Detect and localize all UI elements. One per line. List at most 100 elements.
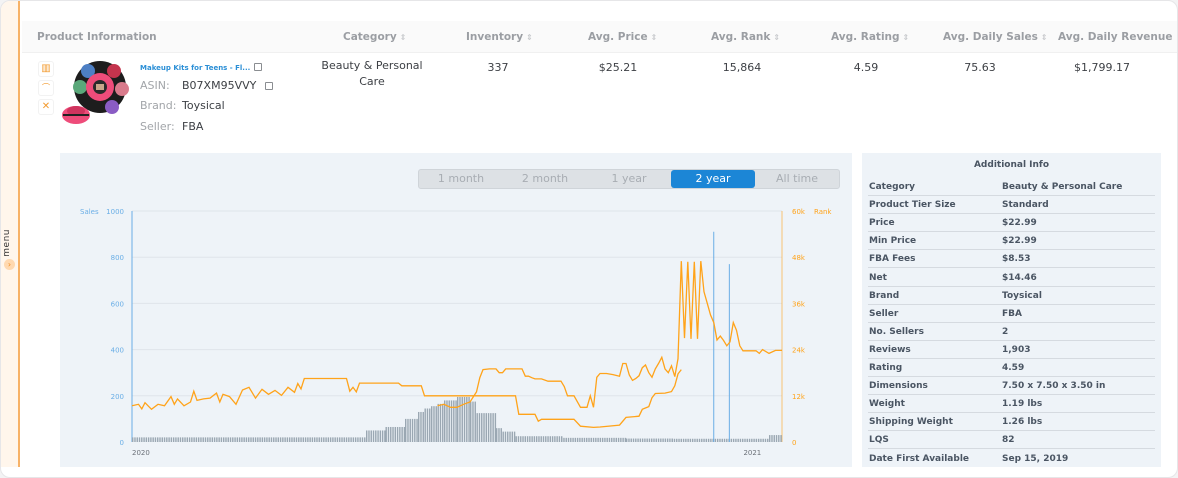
info-key: Dimensions	[869, 381, 928, 392]
bar-chart-icon[interactable]: ▥	[38, 61, 54, 77]
info-key: Weight	[869, 399, 905, 410]
range-1-year[interactable]: 1 year	[611, 172, 647, 185]
col-avg-rank[interactable]: Avg. Rank ⇕	[711, 31, 781, 43]
info-row: LQS 82	[868, 431, 1155, 450]
range-1-month[interactable]: 1 month	[437, 172, 485, 185]
info-value: $22.99	[1002, 236, 1037, 247]
sort-icon[interactable]: ⇕	[773, 33, 781, 42]
table-row: ▥ ⌒ ✕ Makeup Kits for Teens - Fl... ASIN…	[22, 53, 1177, 151]
svg-text:12k: 12k	[792, 393, 806, 401]
svg-text:2020: 2020	[132, 449, 150, 457]
sort-icon[interactable]: ⇕	[1040, 33, 1048, 42]
cell-avg-daily-sales: 75.63	[964, 61, 996, 74]
svg-text:800: 800	[111, 254, 124, 262]
cell-avg-rank: 15,864	[722, 61, 762, 74]
info-row: Date First Available Sep 15, 2019	[868, 450, 1155, 468]
svg-text:1000: 1000	[106, 208, 124, 216]
svg-text:36k: 36k	[792, 300, 806, 308]
svg-text:0: 0	[120, 439, 124, 447]
sort-icon[interactable]: ⇕	[650, 33, 658, 42]
info-value: 4.59	[1002, 363, 1025, 373]
sort-icon[interactable]: ⇕	[902, 33, 910, 42]
info-value: 82	[1002, 435, 1015, 446]
col-avg-daily-sales[interactable]: Avg. Daily Sales ⇕	[943, 31, 1048, 43]
info-row: Net $14.46	[868, 269, 1155, 287]
info-row: Weight 1.19 lbs	[868, 395, 1155, 414]
info-key: Category	[869, 182, 916, 192]
svg-text:Rank: Rank	[814, 208, 832, 216]
info-key: Seller	[869, 308, 899, 319]
copy-icon[interactable]	[254, 63, 263, 71]
cell-avg-rating: 4.59	[853, 61, 879, 74]
svg-text:600: 600	[111, 300, 124, 308]
svg-text:60k: 60k	[792, 208, 806, 216]
info-row: Dimensions 7.50 x 7.50 x 3.50 in	[868, 377, 1155, 396]
time-range-selector: 1 month 2 month 1 year 2 year All time	[418, 169, 840, 189]
info-key: Product Tier Size	[869, 200, 956, 211]
info-row: Category Beauty & Personal Care	[868, 178, 1155, 196]
info-row: Min Price $22.99	[868, 232, 1155, 251]
info-row: Product Tier Size Standard	[868, 196, 1155, 215]
sort-icon[interactable]: ⇕	[399, 33, 407, 42]
cell-avg-daily-revenue: $1,799.17	[1074, 61, 1130, 74]
asin-field: ASIN: B07XM95VVY	[140, 79, 274, 92]
info-value: FBA	[1002, 308, 1022, 319]
additional-info-panel: Additional Info Category Beauty & Persona…	[862, 153, 1161, 467]
svg-text:48k: 48k	[792, 254, 806, 262]
info-value: 1.26 lbs	[1002, 417, 1043, 428]
col-product-information: Product Information	[37, 31, 157, 43]
info-key: Reviews	[869, 344, 911, 355]
svg-text:400: 400	[111, 347, 124, 355]
info-row: No. Sellers 2	[868, 323, 1155, 341]
range-2-year[interactable]: 2 year	[671, 170, 755, 188]
info-key: Date First Available	[869, 453, 970, 464]
info-value: 2	[1002, 326, 1009, 337]
cell-category: Beauty & Personal Care	[321, 59, 423, 88]
info-value: 7.50 x 7.50 x 3.50 in	[1002, 381, 1106, 392]
sort-icon[interactable]: ⇕	[1176, 33, 1177, 42]
info-row: Price $22.99	[868, 214, 1155, 233]
info-row: Shipping Weight 1.26 lbs	[868, 413, 1155, 432]
info-value: Standard	[1002, 200, 1049, 211]
info-key: Brand	[869, 290, 900, 301]
menu-rail[interactable]: menu ›	[1, 1, 20, 467]
range-2-month[interactable]: 2 month	[521, 172, 569, 185]
sales-rank-chart[interactable]: 0 0 200 12k 400 24k 600 36k 800 48k 1000 60k Sales Ra…	[60, 153, 852, 467]
seller-field: Seller: FBA	[140, 120, 204, 133]
sort-icon[interactable]: ⇕	[526, 33, 533, 42]
info-value: $22.99	[1002, 218, 1037, 229]
copy-icon[interactable]	[265, 82, 274, 90]
col-avg-price[interactable]: Avg. Price ⇕	[588, 31, 658, 43]
menu-label[interactable]: menu	[2, 229, 12, 257]
svg-text:2021: 2021	[743, 449, 761, 457]
svg-text:0: 0	[792, 439, 796, 447]
product-thumbnail[interactable]	[58, 57, 132, 131]
svg-text:Sales: Sales	[80, 208, 99, 216]
info-key: Shipping Weight	[869, 417, 953, 428]
info-key: Price	[869, 218, 895, 229]
col-avg-daily-revenue[interactable]: Avg. Daily Revenue⇕	[1058, 31, 1177, 43]
col-avg-rating[interactable]: Avg. Rating ⇕	[831, 31, 910, 43]
info-value: Beauty & Personal Care	[1002, 182, 1123, 192]
close-icon[interactable]: ✕	[38, 99, 54, 115]
svg-text:24k: 24k	[792, 347, 806, 355]
info-value: 1.19 lbs	[1002, 399, 1043, 410]
info-key: LQS	[869, 435, 889, 446]
table-header: Product Information Category ⇕ Inventory ⇕…	[22, 21, 1177, 53]
product-title-link[interactable]: Makeup Kits for Teens - Fl...	[140, 62, 263, 72]
brand-field: Brand: Toysical	[140, 99, 225, 112]
info-key: Min Price	[869, 236, 917, 247]
range-all-time[interactable]: All time	[776, 172, 818, 185]
chevron-right-icon[interactable]: ›	[4, 259, 15, 270]
info-row: Brand Toysical	[868, 287, 1155, 305]
col-inventory[interactable]: Inventory ⇕	[466, 31, 533, 43]
svg-text:200: 200	[111, 393, 124, 401]
col-category[interactable]: Category ⇕	[343, 31, 407, 43]
cell-inventory: 337	[487, 61, 509, 74]
gauge-icon[interactable]: ⌒	[38, 80, 54, 96]
info-row: FBA Fees $8.53	[868, 250, 1155, 269]
info-value: Toysical	[1002, 290, 1042, 301]
info-key: FBA Fees	[869, 254, 916, 265]
additional-info-title: Additional Info	[973, 160, 1050, 170]
